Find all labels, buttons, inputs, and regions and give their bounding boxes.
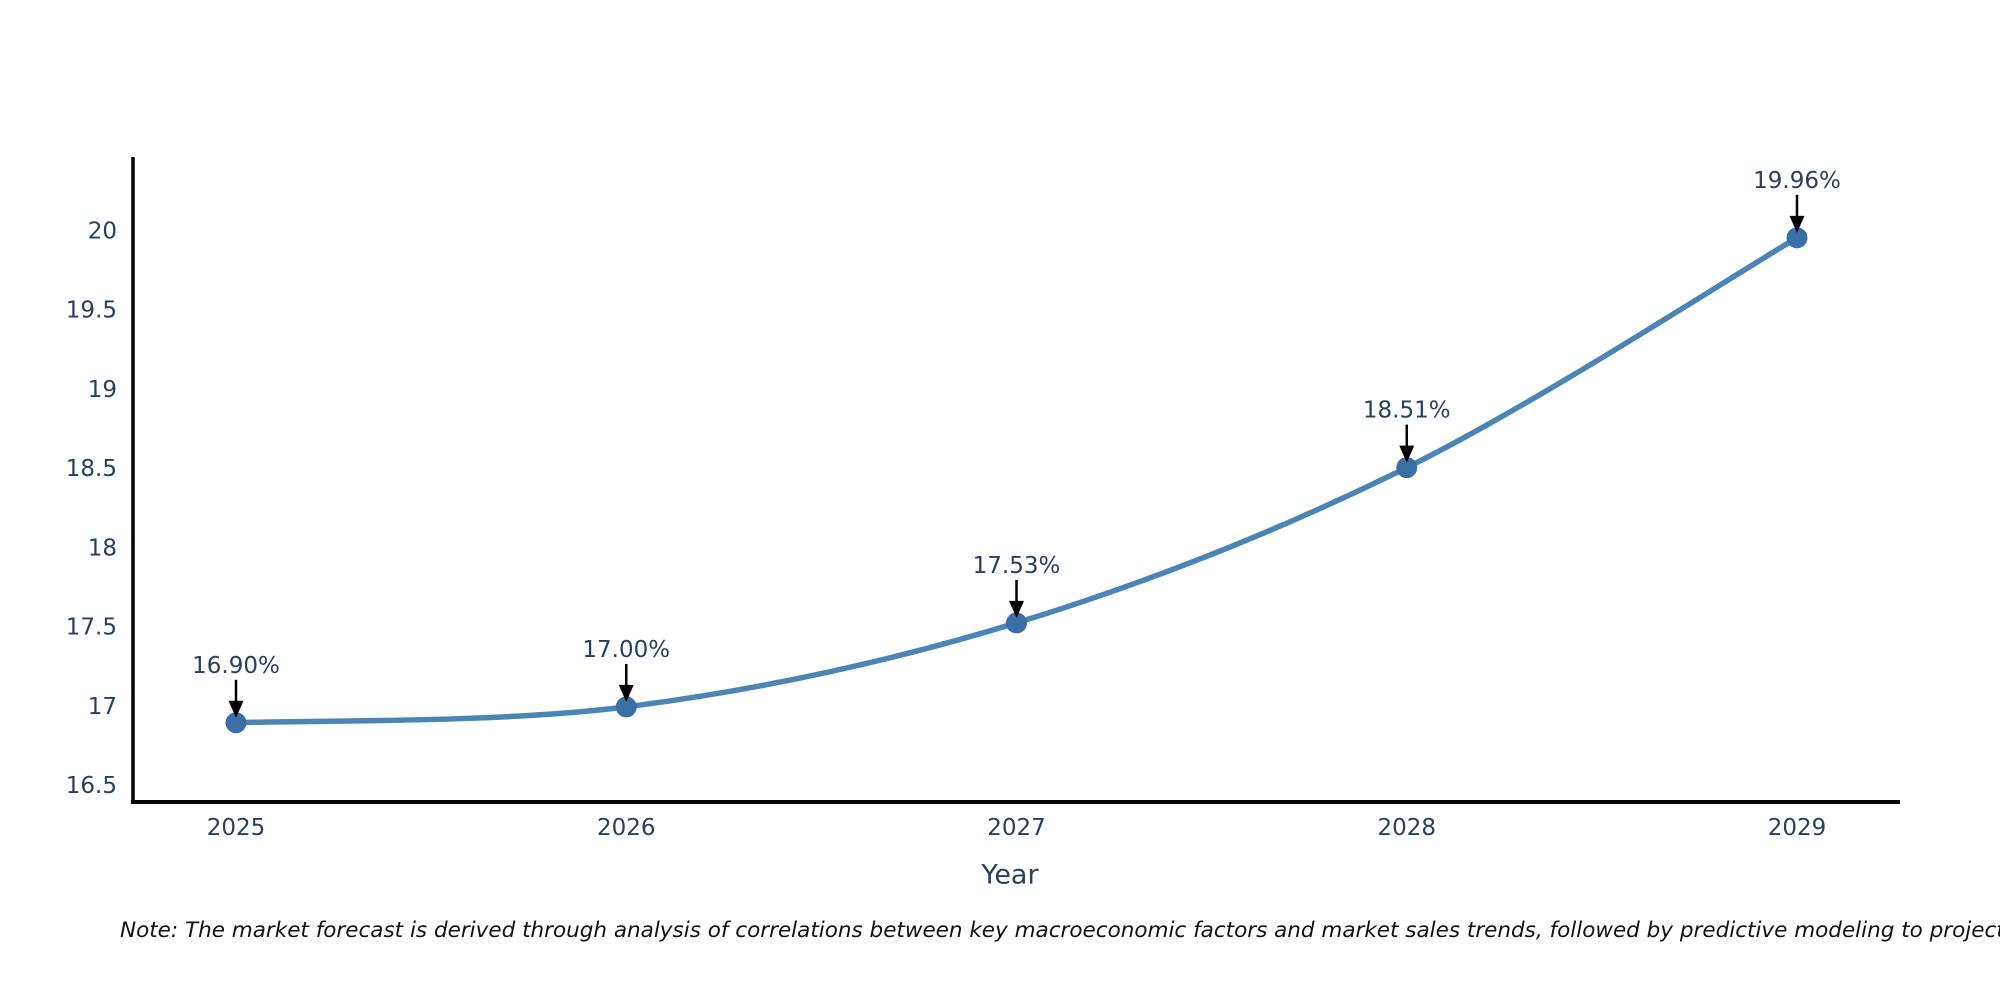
data-point-marker <box>1396 457 1418 479</box>
x-tick-label: 2029 <box>1768 815 1827 841</box>
y-tick-label: 19 <box>88 377 117 403</box>
x-axis-title: Year <box>981 859 1039 891</box>
y-tick-label: 17 <box>88 694 117 720</box>
y-tick-label: 20 <box>88 218 117 244</box>
annotation-arrowhead <box>228 700 244 718</box>
y-tick-label: 19.5 <box>66 298 117 324</box>
data-point-marker <box>1786 227 1808 249</box>
point-annotation: 18.51% <box>1363 398 1451 424</box>
y-tick-label: 18.5 <box>66 456 117 482</box>
y-tick-label: 16.5 <box>66 773 117 799</box>
y-tick-label: 17.5 <box>66 615 117 641</box>
annotation-arrowhead <box>1009 600 1024 618</box>
data-point-marker <box>615 696 637 718</box>
data-point-marker <box>225 712 247 734</box>
point-annotation: 19.96% <box>1753 168 1841 194</box>
y-tick-label: 18 <box>88 535 117 561</box>
point-annotation: 16.90% <box>192 653 280 679</box>
x-tick-label: 2027 <box>987 815 1046 841</box>
x-tick-label: 2028 <box>1377 815 1436 841</box>
annotation-arrowhead <box>1399 445 1415 463</box>
annotation-arrowhead <box>1789 215 1805 233</box>
data-point-marker <box>1006 612 1027 634</box>
annotation-arrowhead <box>618 684 634 702</box>
footnote: Note: The market forecast is derived thr… <box>120 918 2000 943</box>
point-annotation: 17.53% <box>973 553 1061 579</box>
point-annotation: 17.00% <box>582 637 670 663</box>
x-tick-label: 2025 <box>207 815 266 841</box>
x-tick-label: 2026 <box>597 815 656 841</box>
